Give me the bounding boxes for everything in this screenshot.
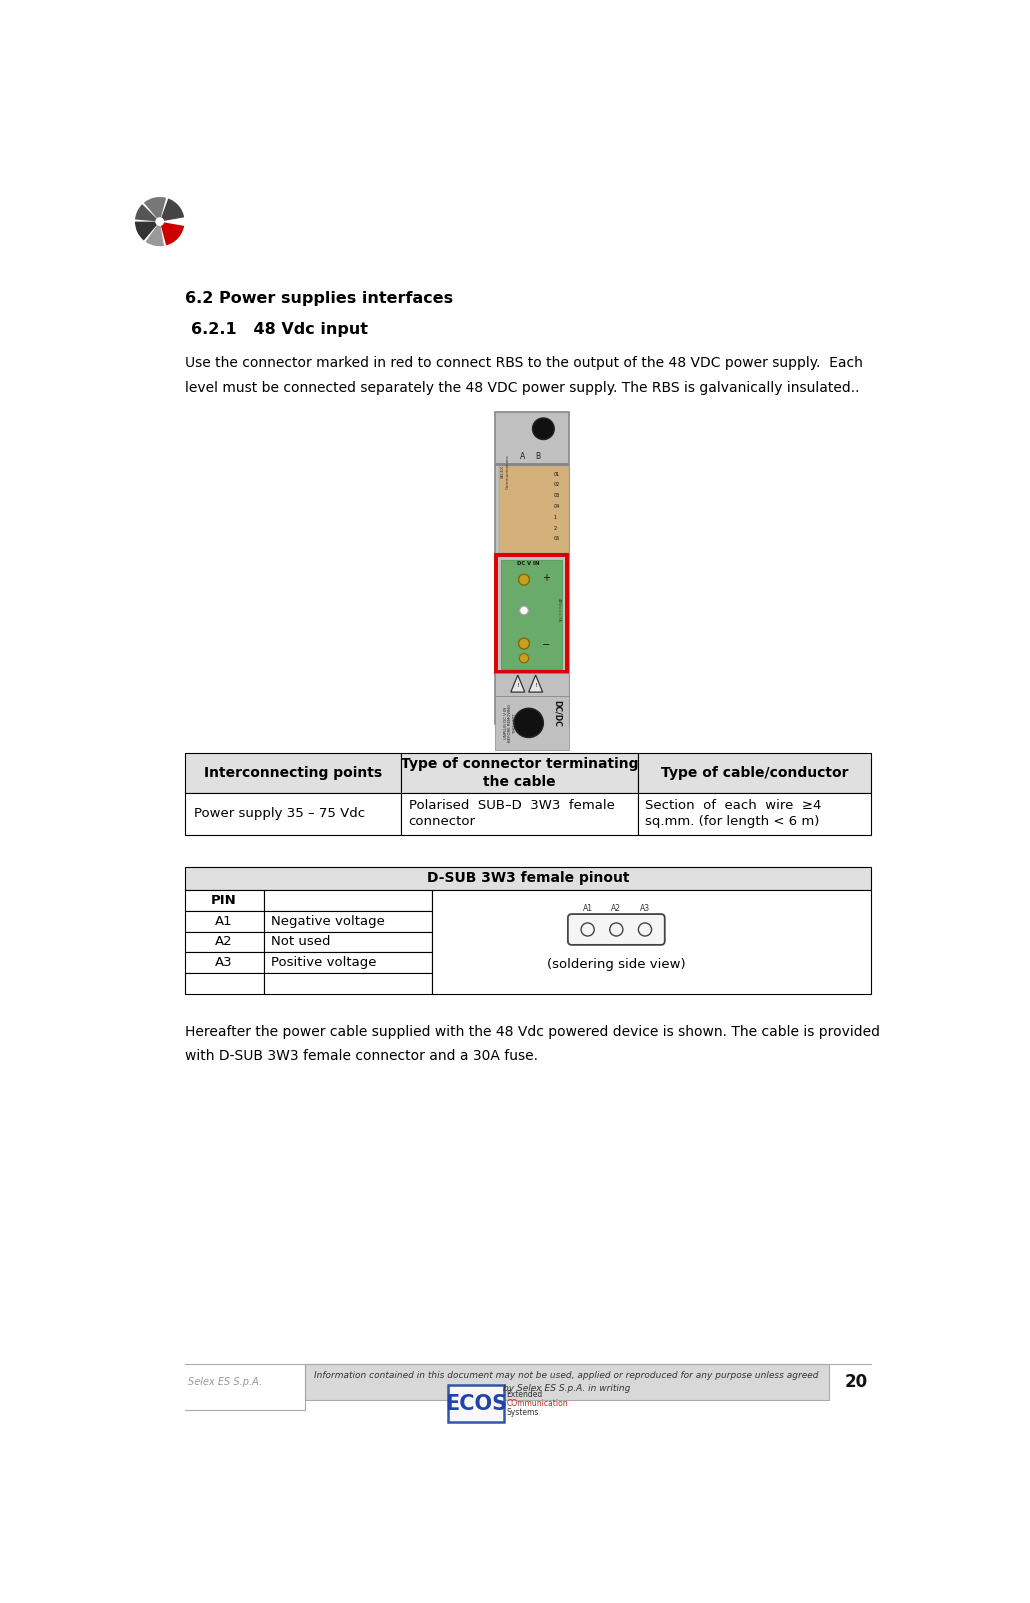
Text: 6.2.1   48 Vdc input: 6.2.1 48 Vdc input bbox=[191, 322, 368, 337]
Bar bbox=[184, 753, 401, 793]
Text: level must be connected separately the 48 VDC power supply. The RBS is galvanica: level must be connected separately the 4… bbox=[184, 382, 859, 394]
Text: A1: A1 bbox=[583, 904, 592, 912]
Bar bbox=[305, 1364, 828, 1401]
Bar bbox=[495, 463, 569, 466]
Wedge shape bbox=[160, 221, 184, 245]
Circle shape bbox=[520, 606, 528, 614]
Bar bbox=[184, 973, 264, 994]
Wedge shape bbox=[135, 204, 160, 221]
Text: 05: 05 bbox=[553, 537, 559, 542]
Bar bbox=[184, 890, 264, 911]
Bar bbox=[432, 890, 871, 994]
Text: Use the connector marked in red to connect RBS to the output of the 48 VDC power: Use the connector marked in red to conne… bbox=[184, 356, 862, 370]
Circle shape bbox=[156, 216, 164, 226]
Text: A2: A2 bbox=[612, 904, 621, 912]
Bar bbox=[502, 559, 562, 668]
Text: 01: 01 bbox=[553, 471, 559, 476]
Bar bbox=[264, 973, 432, 994]
Text: B: B bbox=[536, 452, 541, 460]
Bar bbox=[638, 793, 871, 835]
Bar bbox=[184, 793, 401, 835]
Circle shape bbox=[581, 923, 594, 936]
Text: Not used: Not used bbox=[271, 936, 331, 949]
Bar bbox=[496, 555, 566, 672]
Text: SELEX
Communications: SELEX Communications bbox=[501, 454, 509, 489]
Text: DC V IN: DC V IN bbox=[517, 561, 540, 566]
Wedge shape bbox=[144, 197, 166, 221]
Polygon shape bbox=[528, 675, 543, 692]
Text: Polarised  SUB–D  3W3  female
connector: Polarised SUB–D 3W3 female connector bbox=[409, 798, 615, 829]
Text: +: + bbox=[542, 574, 550, 583]
Text: with D-SUB 3W3 female connector and a 30A fuse.: with D-SUB 3W3 female connector and a 30… bbox=[184, 1050, 538, 1063]
Text: 2: 2 bbox=[553, 526, 556, 531]
Wedge shape bbox=[145, 221, 164, 247]
Bar bbox=[184, 952, 264, 973]
Bar bbox=[638, 753, 871, 793]
Text: A: A bbox=[520, 452, 525, 460]
Wedge shape bbox=[160, 199, 184, 221]
Circle shape bbox=[519, 654, 528, 662]
Text: Information contained in this document may not be used, applied or reproduced fo: Information contained in this document m… bbox=[314, 1371, 819, 1393]
Circle shape bbox=[610, 923, 623, 936]
Bar bbox=[495, 673, 569, 696]
Text: Negative voltage: Negative voltage bbox=[271, 915, 385, 928]
Text: Systems: Systems bbox=[506, 1407, 539, 1417]
Text: (soldering side view): (soldering side view) bbox=[547, 959, 686, 971]
Text: −: − bbox=[542, 640, 550, 651]
Text: A3: A3 bbox=[640, 904, 650, 912]
FancyBboxPatch shape bbox=[568, 914, 664, 944]
Text: 03: 03 bbox=[553, 494, 559, 499]
Polygon shape bbox=[511, 675, 524, 692]
Text: !: ! bbox=[535, 683, 537, 688]
Wedge shape bbox=[135, 221, 160, 240]
Text: Positive voltage: Positive voltage bbox=[271, 957, 377, 970]
Text: Interconnecting points: Interconnecting points bbox=[204, 766, 382, 781]
Bar bbox=[495, 696, 569, 750]
Text: DC/DC: DC/DC bbox=[552, 701, 561, 728]
Text: Type of cable/conductor: Type of cable/conductor bbox=[660, 766, 849, 781]
Circle shape bbox=[518, 638, 529, 649]
Bar bbox=[495, 553, 569, 555]
Text: UNPLUG DC V IN
BEFORE REMOVING
THIS UNIT: UNPLUG DC V IN BEFORE REMOVING THIS UNIT bbox=[504, 704, 517, 742]
Text: ECOS: ECOS bbox=[445, 1393, 507, 1414]
FancyBboxPatch shape bbox=[495, 412, 569, 723]
Bar bbox=[401, 753, 638, 793]
Circle shape bbox=[514, 709, 544, 737]
Text: 1: 1 bbox=[553, 515, 556, 519]
Text: Type of connector terminating
the cable: Type of connector terminating the cable bbox=[401, 757, 638, 789]
Text: !: ! bbox=[516, 683, 519, 688]
Bar bbox=[264, 952, 432, 973]
FancyBboxPatch shape bbox=[448, 1385, 504, 1422]
Text: Power supply 35 – 75 Vdc: Power supply 35 – 75 Vdc bbox=[194, 808, 365, 821]
Text: Section  of  each  wire  ≥4
sq.mm. (for length < 6 m): Section of each wire ≥4 sq.mm. (for leng… bbox=[646, 798, 822, 829]
Bar bbox=[184, 911, 264, 931]
Text: 02: 02 bbox=[553, 483, 559, 487]
Bar bbox=[184, 867, 871, 890]
Bar bbox=[264, 931, 432, 952]
Text: D-SUB 3W3 female pinout: D-SUB 3W3 female pinout bbox=[426, 872, 629, 885]
Text: 04: 04 bbox=[553, 503, 559, 510]
Text: 6.2 Power supplies interfaces: 6.2 Power supplies interfaces bbox=[184, 290, 452, 306]
Text: A1: A1 bbox=[215, 915, 233, 928]
Text: PIN: PIN bbox=[211, 894, 237, 907]
Bar bbox=[184, 931, 264, 952]
Bar bbox=[499, 466, 569, 553]
Circle shape bbox=[533, 418, 554, 439]
Text: Hereafter the power cable supplied with the 48 Vdc powered device is shown. The : Hereafter the power cable supplied with … bbox=[184, 1024, 880, 1039]
Text: 20: 20 bbox=[845, 1374, 867, 1391]
Circle shape bbox=[518, 574, 529, 585]
Text: A2: A2 bbox=[215, 936, 233, 949]
Text: A3: A3 bbox=[215, 957, 233, 970]
Text: 48V===7A: 48V===7A bbox=[556, 598, 560, 622]
Text: COmmunication: COmmunication bbox=[506, 1399, 568, 1407]
Bar bbox=[264, 911, 432, 931]
Text: Selex ES S.p.A.: Selex ES S.p.A. bbox=[188, 1377, 263, 1387]
Circle shape bbox=[639, 923, 652, 936]
Bar bbox=[401, 793, 638, 835]
Text: Extended: Extended bbox=[506, 1390, 543, 1399]
Bar bbox=[264, 890, 432, 911]
